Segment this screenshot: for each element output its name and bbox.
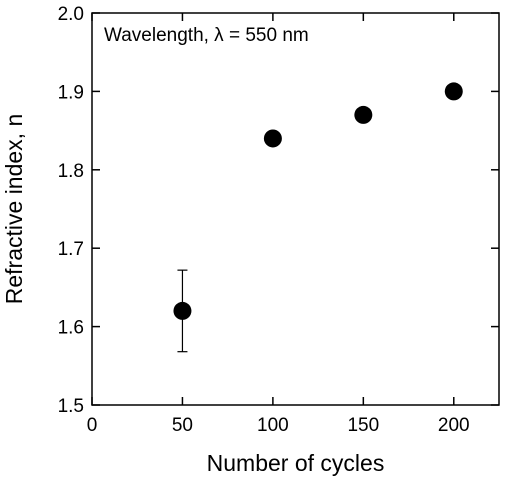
data-point-50 — [173, 301, 192, 320]
y-tick-label-1.8: 1.8 — [58, 161, 84, 182]
y-tick-label-2: 2.0 — [58, 4, 84, 25]
data-marks — [173, 82, 463, 353]
x-tick-label-0: 0 — [87, 415, 98, 436]
x-axis-title: Number of cycles — [207, 450, 385, 476]
plot-frame — [91, 12, 500, 406]
x-tick-label-50: 50 — [172, 415, 193, 436]
y-tick-label-1.9: 1.9 — [58, 82, 84, 103]
data-point-100 — [263, 129, 282, 148]
axis-ticks: 0 50 100 150 200 1.5 1.6 1.7 1.8 1.9 2.0 — [58, 4, 499, 436]
y-tick-label-1.5: 1.5 — [58, 396, 84, 417]
annotation-wavelength: Wavelength, λ = 550 nm — [104, 25, 309, 46]
data-point-150 — [354, 105, 373, 124]
data-point-200 — [444, 82, 463, 101]
y-tick-label-1.7: 1.7 — [58, 239, 84, 260]
y-axis-title: Refractive index, n — [1, 114, 27, 304]
x-tick-label-100: 100 — [257, 415, 289, 436]
x-tick-label-200: 200 — [438, 415, 470, 436]
y-tick-label-1.6: 1.6 — [58, 318, 84, 339]
x-tick-label-150: 150 — [347, 415, 379, 436]
